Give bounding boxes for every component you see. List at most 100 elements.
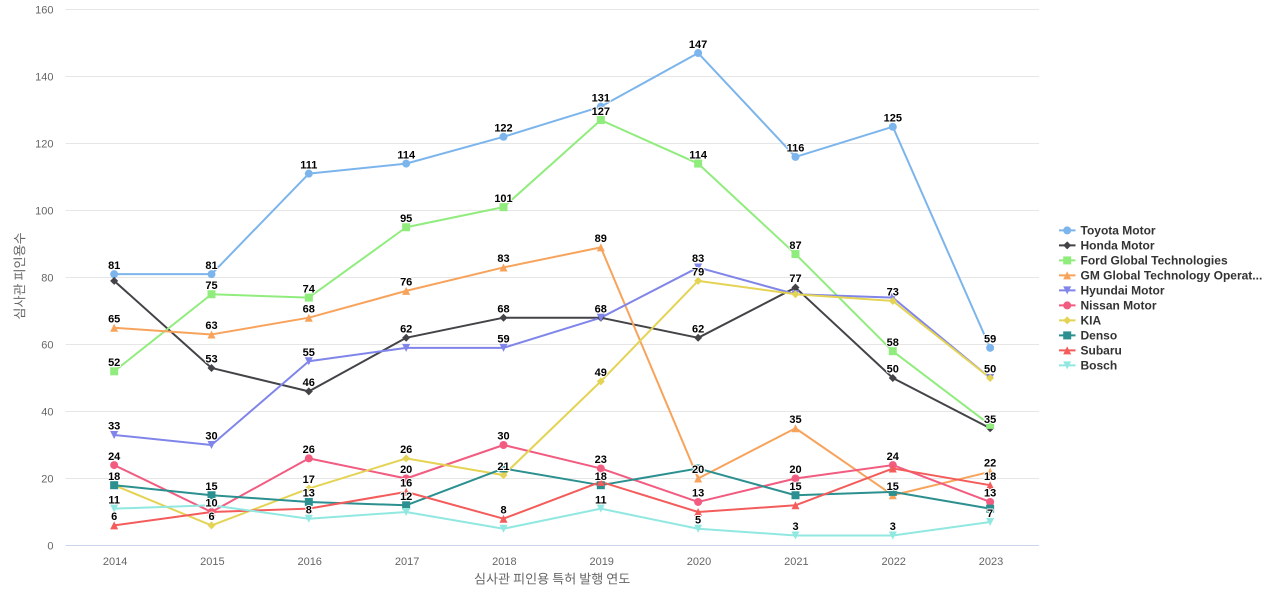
svg-text:2022: 2022	[881, 556, 905, 568]
svg-text:127: 127	[592, 106, 610, 118]
svg-text:13: 13	[303, 488, 315, 500]
svg-text:75: 75	[205, 280, 217, 292]
svg-text:13: 13	[984, 488, 996, 500]
svg-text:0: 0	[47, 540, 53, 552]
svg-text:16: 16	[400, 478, 412, 490]
svg-text:58: 58	[887, 337, 899, 349]
svg-text:13: 13	[692, 488, 704, 500]
svg-text:63: 63	[205, 320, 217, 332]
svg-text:5: 5	[695, 515, 701, 527]
svg-text:131: 131	[592, 92, 610, 104]
svg-text:114: 114	[689, 149, 708, 161]
svg-text:116: 116	[787, 143, 805, 155]
svg-text:65: 65	[108, 313, 120, 325]
svg-text:10: 10	[205, 498, 217, 510]
svg-text:35: 35	[789, 414, 801, 426]
svg-text:15: 15	[789, 481, 801, 493]
svg-text:18: 18	[984, 471, 996, 483]
svg-text:125: 125	[884, 113, 902, 125]
svg-text:50: 50	[984, 364, 996, 376]
svg-text:81: 81	[108, 260, 120, 272]
svg-text:33: 33	[108, 421, 120, 433]
svg-text:8: 8	[500, 504, 506, 516]
svg-text:2015: 2015	[200, 556, 224, 568]
svg-text:26: 26	[303, 444, 315, 456]
svg-text:30: 30	[497, 431, 509, 443]
svg-text:12: 12	[400, 491, 412, 503]
svg-text:52: 52	[108, 357, 120, 369]
svg-text:20: 20	[789, 464, 801, 476]
svg-text:55: 55	[303, 347, 315, 359]
svg-text:30: 30	[205, 431, 217, 443]
svg-text:Subaru: Subaru	[1081, 344, 1122, 358]
svg-text:73: 73	[887, 287, 899, 299]
svg-text:Bosch: Bosch	[1081, 359, 1118, 373]
svg-text:140: 140	[35, 71, 53, 83]
svg-text:83: 83	[692, 253, 704, 265]
svg-text:120: 120	[35, 138, 53, 150]
svg-text:11: 11	[108, 494, 120, 506]
svg-text:20: 20	[41, 473, 53, 485]
svg-text:15: 15	[887, 481, 899, 493]
svg-text:89: 89	[595, 233, 607, 245]
svg-text:Hyundai Motor: Hyundai Motor	[1081, 284, 1165, 298]
svg-text:35: 35	[984, 414, 996, 426]
svg-text:2014: 2014	[103, 556, 127, 568]
svg-text:6: 6	[111, 511, 117, 523]
svg-text:2021: 2021	[784, 556, 808, 568]
svg-text:79: 79	[692, 267, 704, 279]
svg-text:20: 20	[692, 464, 704, 476]
svg-text:3: 3	[890, 521, 896, 533]
svg-text:2016: 2016	[297, 556, 321, 568]
svg-text:22: 22	[984, 458, 996, 470]
svg-text:95: 95	[400, 213, 412, 225]
svg-text:3: 3	[792, 521, 798, 533]
svg-text:60: 60	[41, 339, 53, 351]
svg-text:2019: 2019	[589, 556, 613, 568]
svg-text:21: 21	[497, 461, 509, 473]
svg-text:83: 83	[497, 253, 509, 265]
svg-text:62: 62	[400, 324, 412, 336]
svg-text:76: 76	[400, 277, 412, 289]
svg-text:18: 18	[595, 471, 607, 483]
svg-text:46: 46	[303, 377, 315, 389]
svg-text:15: 15	[205, 481, 217, 493]
svg-text:Denso: Denso	[1081, 329, 1118, 343]
svg-text:18: 18	[108, 471, 120, 483]
svg-text:114: 114	[397, 149, 416, 161]
svg-text:122: 122	[494, 123, 512, 135]
svg-text:53: 53	[205, 354, 217, 366]
svg-text:80: 80	[41, 272, 53, 284]
svg-text:2023: 2023	[979, 556, 1003, 568]
svg-text:2018: 2018	[492, 556, 516, 568]
svg-text:17: 17	[303, 474, 315, 486]
svg-text:Ford Global Technologies: Ford Global Technologies	[1081, 254, 1228, 268]
svg-text:Honda Motor: Honda Motor	[1081, 239, 1155, 253]
svg-text:2017: 2017	[395, 556, 419, 568]
svg-text:49: 49	[595, 367, 607, 379]
svg-text:KIA: KIA	[1081, 314, 1102, 328]
svg-text:59: 59	[984, 334, 996, 346]
svg-text:68: 68	[303, 303, 315, 315]
svg-text:68: 68	[595, 303, 607, 315]
svg-text:26: 26	[400, 444, 412, 456]
svg-text:7: 7	[987, 508, 993, 520]
svg-text:20: 20	[400, 464, 412, 476]
svg-text:2020: 2020	[687, 556, 711, 568]
svg-text:23: 23	[595, 454, 607, 466]
svg-text:68: 68	[497, 303, 509, 315]
svg-text:6: 6	[208, 511, 214, 523]
svg-text:87: 87	[789, 240, 801, 252]
svg-text:147: 147	[689, 39, 707, 51]
svg-text:59: 59	[497, 334, 509, 346]
svg-text:62: 62	[692, 324, 704, 336]
svg-text:160: 160	[35, 4, 53, 16]
svg-text:77: 77	[789, 273, 801, 285]
svg-text:50: 50	[887, 364, 899, 376]
svg-text:11: 11	[595, 494, 607, 506]
svg-text:111: 111	[300, 159, 317, 171]
svg-text:8: 8	[306, 504, 312, 516]
svg-text:81: 81	[205, 260, 217, 272]
svg-text:Toyota Motor: Toyota Motor	[1081, 224, 1156, 238]
svg-text:GM Global Technology Operat...: GM Global Technology Operat...	[1081, 269, 1263, 283]
